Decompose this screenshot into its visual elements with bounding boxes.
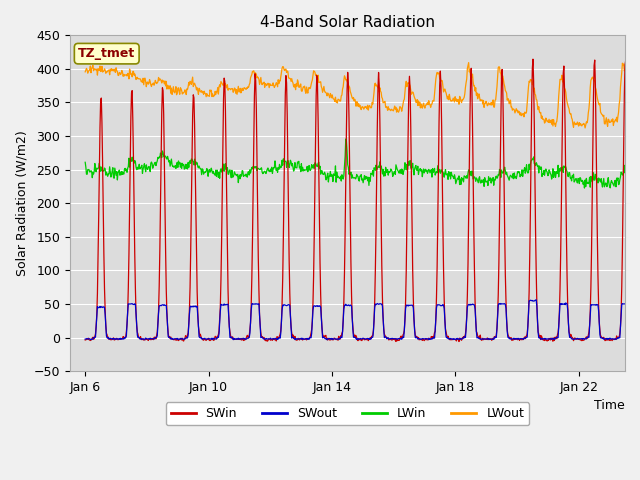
LWout <box>101 67 109 73</box>
Line: SWin: SWin <box>85 59 640 341</box>
LWin <box>101 166 109 172</box>
SWout <box>101 312 109 317</box>
LWin <box>313 163 321 169</box>
LWout <box>81 69 89 75</box>
SWout <box>212 336 220 342</box>
LWout <box>284 68 291 74</box>
Text: TZ_tmet: TZ_tmet <box>78 47 135 60</box>
LWout <box>212 92 220 97</box>
LWin <box>580 185 588 191</box>
SWout <box>532 297 540 303</box>
SWin <box>529 56 537 62</box>
X-axis label: Time: Time <box>595 399 625 412</box>
Line: SWout: SWout <box>85 300 640 340</box>
SWin <box>284 112 291 118</box>
SWin <box>531 174 539 180</box>
LWout <box>396 104 404 109</box>
Line: LWin: LWin <box>85 139 640 188</box>
LWout <box>313 77 321 83</box>
SWout <box>313 303 321 309</box>
LWin <box>397 167 404 172</box>
SWin <box>313 72 321 78</box>
LWout <box>531 85 538 91</box>
LWin <box>284 160 291 166</box>
LWout <box>581 125 589 131</box>
SWin <box>396 336 404 342</box>
LWin <box>81 159 89 165</box>
LWin <box>531 161 538 167</box>
Y-axis label: Solar Radiation (W/m2): Solar Radiation (W/m2) <box>15 131 28 276</box>
SWout <box>81 336 89 342</box>
SWin <box>101 307 109 312</box>
SWin <box>81 337 89 343</box>
Legend: SWin, SWout, LWin, LWout: SWin, SWout, LWin, LWout <box>166 402 529 425</box>
SWin <box>212 334 220 339</box>
SWin <box>455 338 463 344</box>
Line: LWout: LWout <box>85 62 640 128</box>
LWout <box>465 60 472 65</box>
Title: 4-Band Solar Radiation: 4-Band Solar Radiation <box>260 15 435 30</box>
SWout <box>397 336 404 342</box>
SWout <box>284 302 291 308</box>
LWin <box>637 174 640 180</box>
LWout <box>637 113 640 119</box>
SWout <box>637 336 640 342</box>
LWin <box>342 136 349 142</box>
SWin <box>637 336 640 341</box>
SWout <box>531 298 538 304</box>
SWout <box>323 337 331 343</box>
LWin <box>212 167 220 173</box>
